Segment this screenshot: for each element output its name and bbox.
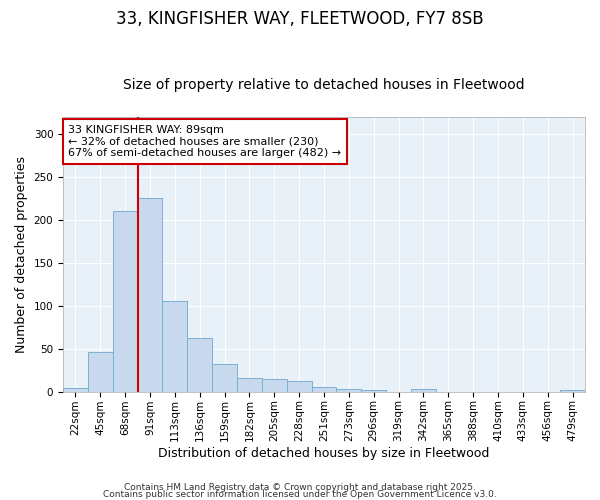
Y-axis label: Number of detached properties: Number of detached properties — [15, 156, 28, 352]
X-axis label: Distribution of detached houses by size in Fleetwood: Distribution of detached houses by size … — [158, 447, 490, 460]
Bar — [262, 379, 287, 392]
Text: Contains HM Land Registry data © Crown copyright and database right 2025.: Contains HM Land Registry data © Crown c… — [124, 484, 476, 492]
Bar — [337, 389, 361, 392]
Bar — [63, 388, 88, 392]
Bar — [237, 378, 262, 392]
Text: 33 KINGFISHER WAY: 89sqm
← 32% of detached houses are smaller (230)
67% of semi-: 33 KINGFISHER WAY: 89sqm ← 32% of detach… — [68, 125, 341, 158]
Bar — [411, 389, 436, 392]
Bar — [187, 338, 212, 392]
Bar — [212, 364, 237, 392]
Text: Contains public sector information licensed under the Open Government Licence v3: Contains public sector information licen… — [103, 490, 497, 499]
Bar — [311, 386, 337, 392]
Bar — [560, 390, 585, 392]
Bar — [361, 390, 386, 392]
Title: Size of property relative to detached houses in Fleetwood: Size of property relative to detached ho… — [123, 78, 525, 92]
Bar — [137, 198, 163, 392]
Bar — [287, 380, 311, 392]
Bar — [88, 352, 113, 392]
Bar — [163, 300, 187, 392]
Text: 33, KINGFISHER WAY, FLEETWOOD, FY7 8SB: 33, KINGFISHER WAY, FLEETWOOD, FY7 8SB — [116, 10, 484, 28]
Bar — [113, 212, 137, 392]
